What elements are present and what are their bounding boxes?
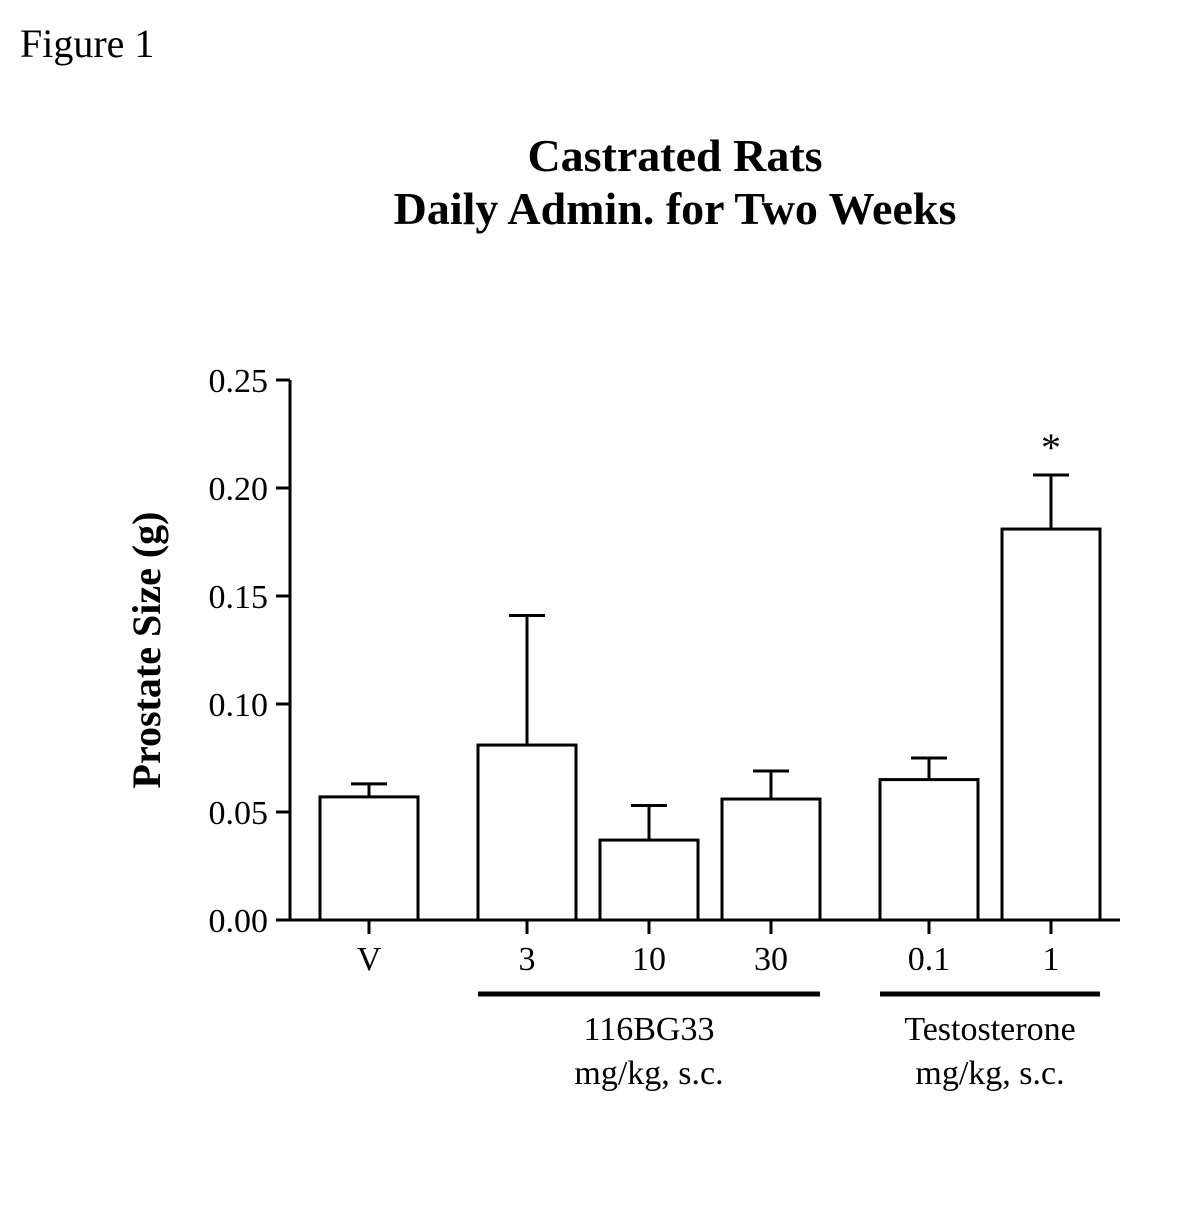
x-tick-label: 0.1 [908,941,951,978]
bar [1002,529,1100,920]
x-tick-label: V [357,941,382,978]
chart-svg: 0.00 0.05 0.10 0.15 0.20 0.25 Prostate Size (g… [80,290,1180,1190]
y-tick-label: 0.10 [209,687,269,724]
bar [478,745,576,920]
x-tick-label: 1 [1043,941,1060,978]
y-axis-label: Prostate Size (g) [124,512,169,789]
group-label-line1: 116BG33 [584,1011,715,1048]
chart-title-line1: Castrated Rats [527,130,822,181]
chart-title: Castrated Rats Daily Admin. for Two Week… [250,130,1100,236]
x-tick-label: 10 [632,941,666,978]
figure-label: Figure 1 [20,20,154,67]
bar [600,840,698,920]
y-tick-label: 0.25 [209,363,269,400]
y-tick-label: 0.00 [209,903,269,940]
bar-chart: 0.00 0.05 0.10 0.15 0.20 0.25 Prostate Size (g… [80,290,1180,1190]
bar [880,780,978,920]
bar [722,799,820,920]
x-tick-label: 3 [519,941,536,978]
group-label-line2: mg/kg, s.c. [915,1055,1064,1092]
x-tick-label: 30 [754,941,788,978]
y-tick-label: 0.15 [209,579,269,616]
group-label-line2: mg/kg, s.c. [574,1055,723,1092]
y-tick-label: 0.20 [209,471,269,508]
group-label-line1: Testosterone [904,1011,1075,1048]
significance-marker: * [1041,425,1061,470]
bar [320,797,418,920]
chart-title-line2: Daily Admin. for Two Weeks [394,183,957,234]
y-tick-label: 0.05 [209,795,269,832]
